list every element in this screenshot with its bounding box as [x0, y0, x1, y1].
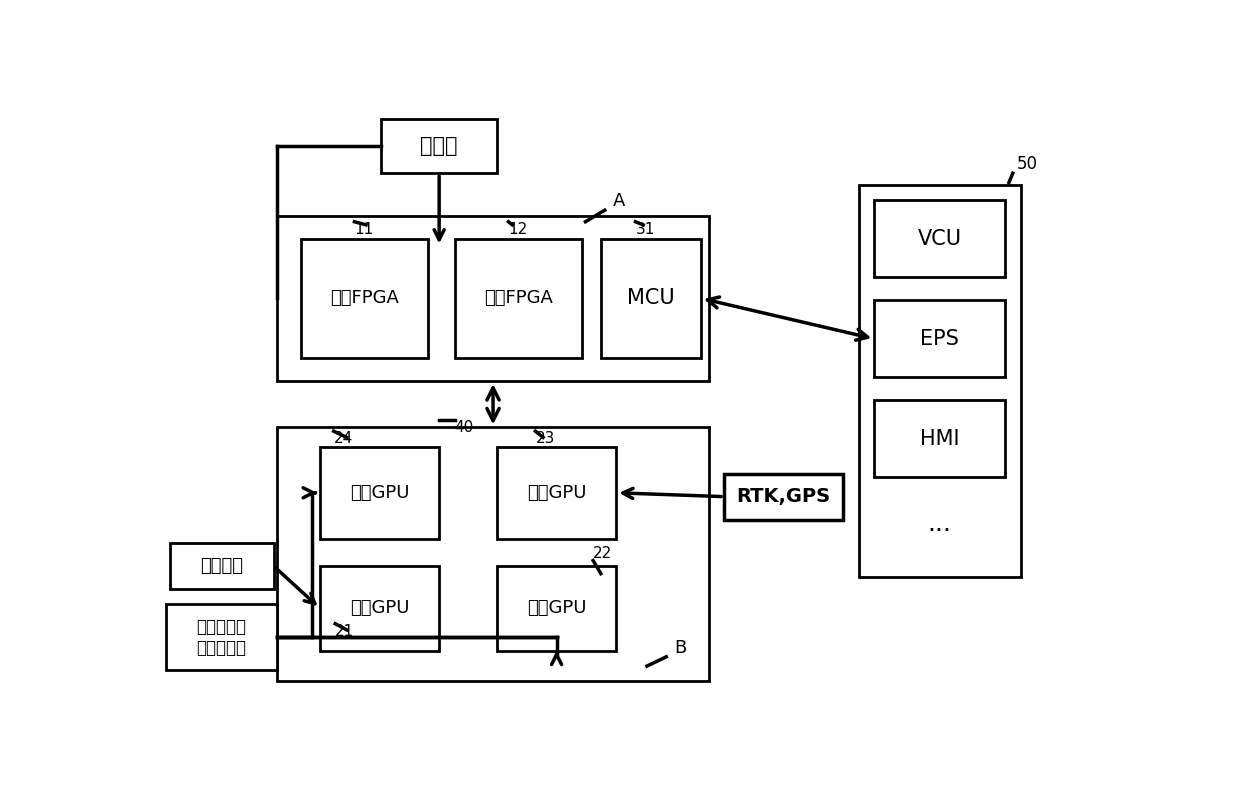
Bar [166, 605, 278, 670]
Bar [859, 184, 1021, 577]
Bar [170, 543, 274, 589]
Bar [300, 239, 428, 358]
Bar [497, 447, 616, 539]
Text: 第二FPGA: 第二FPGA [484, 290, 553, 307]
Bar [724, 473, 843, 520]
Bar [382, 119, 497, 173]
Bar [278, 216, 708, 381]
Bar [320, 566, 439, 650]
Text: 12: 12 [508, 221, 528, 237]
Text: 毫米波雷达
超声传感器: 毫米波雷达 超声传感器 [197, 618, 247, 657]
Text: RTK,GPS: RTK,GPS [737, 487, 831, 506]
Text: MCU: MCU [627, 289, 675, 308]
Text: B: B [675, 639, 686, 657]
Bar [601, 239, 701, 358]
Text: A: A [613, 192, 625, 210]
Text: 激光雷达: 激光雷达 [200, 557, 243, 575]
Bar [278, 427, 708, 682]
Text: HMI: HMI [920, 429, 960, 449]
Text: 22: 22 [593, 545, 613, 561]
Text: 第一FPGA: 第一FPGA [330, 290, 398, 307]
Text: ...: ... [928, 512, 951, 536]
Text: 11: 11 [355, 221, 373, 237]
Text: 23: 23 [536, 431, 554, 446]
Bar [320, 447, 439, 539]
Text: 第二GPU: 第二GPU [527, 599, 587, 618]
Text: 40: 40 [455, 419, 474, 435]
Bar [874, 400, 1006, 477]
Text: 摄像头: 摄像头 [420, 136, 458, 156]
Bar [874, 200, 1006, 277]
Text: 24: 24 [334, 431, 353, 446]
Text: EPS: EPS [920, 329, 959, 349]
Text: 50: 50 [1017, 156, 1038, 173]
Text: VCU: VCU [918, 229, 962, 249]
Text: 21: 21 [335, 624, 355, 638]
Text: 第三GPU: 第三GPU [527, 484, 587, 502]
Text: 31: 31 [635, 221, 655, 237]
Text: 第一GPU: 第一GPU [350, 599, 409, 618]
Bar [874, 300, 1006, 377]
Bar [455, 239, 582, 358]
Text: 第四GPU: 第四GPU [350, 484, 409, 502]
Bar [497, 566, 616, 650]
